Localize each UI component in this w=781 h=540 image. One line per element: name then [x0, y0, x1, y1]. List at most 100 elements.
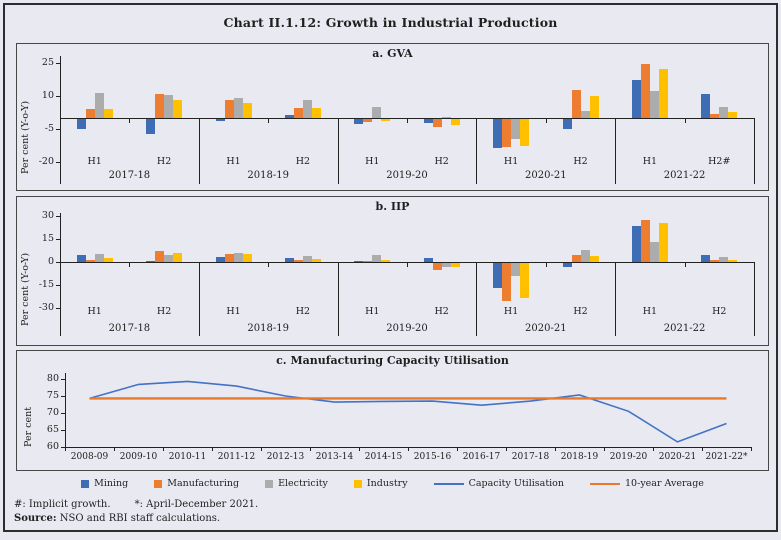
category-tick	[407, 118, 408, 123]
y-axis	[65, 373, 66, 448]
half-year-label: H1	[365, 306, 380, 317]
y-tick	[61, 413, 65, 414]
year-label: 2019-20	[386, 170, 428, 181]
legend-swatch-icon	[81, 479, 90, 488]
y-tick	[56, 129, 60, 131]
half-year-label: H2	[156, 306, 172, 317]
legend-item-electricity: Electricity	[265, 478, 328, 489]
half-year-label: H2	[434, 306, 449, 317]
category-tick	[604, 447, 605, 451]
bar-electricity	[580, 111, 590, 118]
bar-industry	[450, 263, 460, 267]
bar-electricity	[649, 241, 659, 262]
legend-item-manufacturing: Manufacturing	[154, 478, 239, 489]
y-tick-label: 10	[41, 89, 54, 101]
x-tick-label: 2009-10	[119, 452, 158, 462]
category-tick	[407, 262, 408, 267]
bar-manufacturing	[85, 108, 95, 118]
y-tick-label: -20	[38, 156, 54, 168]
panel-capacity-utilisation: c. Manufacturing Capacity Utilisation Per…	[16, 350, 769, 471]
category-tick	[408, 447, 409, 451]
legend: Mining Manufacturing Electricity Industry Ca…	[16, 478, 769, 489]
legend-line-icon	[590, 482, 621, 485]
bar-manufacturing	[640, 220, 650, 262]
bar-industry	[381, 259, 391, 262]
group-separator	[198, 262, 200, 336]
bar-mining	[562, 263, 572, 267]
bar-electricity	[233, 253, 243, 262]
bar-manufacturing	[710, 114, 720, 118]
half-year-label: H2	[573, 306, 588, 317]
bar-electricity	[511, 263, 521, 277]
group-separator	[476, 262, 478, 336]
x-tick-label: 2020-21	[658, 452, 697, 462]
x-tick-label: 2017-18	[511, 452, 550, 462]
bar-mining	[215, 119, 225, 122]
legend-swatch-icon	[353, 479, 362, 488]
year-label: 2019-20	[386, 323, 428, 334]
group-separator	[615, 118, 617, 184]
year-label: 2017-18	[108, 170, 151, 181]
panel-title: c. Manufacturing Capacity Utilisation	[276, 354, 509, 367]
category-tick	[268, 262, 270, 267]
half-year-label: H2	[573, 156, 588, 167]
category-tick	[268, 118, 270, 123]
bar-manufacturing	[224, 99, 234, 118]
bar-industry	[520, 263, 530, 298]
half-year-label: H2	[295, 156, 311, 167]
bar-industry	[520, 119, 530, 147]
y-axis	[60, 213, 61, 336]
capacity-utilisation-line	[89, 380, 727, 443]
bar-mining	[493, 119, 503, 148]
legend-item-10-year-average: 10-year Average	[590, 478, 704, 489]
bar-manufacturing	[293, 108, 303, 118]
bar-electricity	[372, 107, 382, 118]
category-tick	[702, 447, 703, 451]
category-tick	[457, 447, 458, 451]
half-year-label: H2#	[708, 156, 731, 167]
year-label: 2021-22	[663, 323, 706, 334]
x-tick-label: 2012-13	[266, 452, 305, 462]
y-tick	[61, 379, 65, 380]
y-axis	[60, 56, 61, 184]
bar-industry	[173, 99, 183, 118]
half-year-label: H1	[226, 156, 241, 167]
bar-mining	[354, 260, 364, 262]
bar-mining	[284, 114, 294, 118]
footnote-line: #: Implicit growth. *: April-December 202…	[14, 499, 258, 510]
outer-border	[3, 3, 778, 532]
y-tick-label: -30	[38, 301, 54, 313]
x-tick-label: 2011-12	[217, 452, 256, 462]
legend-label: Electricity	[278, 478, 328, 489]
legend-label: Industry	[366, 478, 408, 489]
bar-manufacturing	[571, 89, 581, 118]
y-tick	[61, 396, 65, 397]
bar-industry	[728, 259, 738, 262]
y-tick-label: -5	[44, 123, 54, 135]
bar-manufacturing	[363, 119, 373, 123]
bar-mining	[562, 119, 572, 129]
x-tick-label: 2010-11	[168, 452, 207, 462]
bar-mining	[701, 254, 711, 262]
bar-mining	[146, 119, 156, 134]
y-tick	[56, 307, 60, 309]
half-year-label: H1	[365, 156, 380, 167]
group-separator	[476, 118, 478, 184]
chart-title: Chart II.1.12: Growth in Industrial Prod…	[223, 15, 558, 30]
bar-electricity	[719, 257, 729, 262]
bar-mining	[701, 94, 711, 118]
source-line: Source: NSO and RBI staff calculations.	[14, 513, 220, 524]
bar-industry	[728, 111, 738, 118]
category-tick	[545, 118, 547, 123]
bar-industry	[311, 259, 321, 262]
year-label: 2017-18	[108, 323, 151, 334]
bar-industry	[450, 119, 460, 126]
y-tick	[56, 262, 60, 263]
y-tick	[56, 95, 60, 97]
bar-manufacturing	[710, 260, 720, 262]
y-tick-label: 15	[41, 233, 54, 245]
legend-label: Manufacturing	[167, 478, 240, 489]
category-tick	[129, 118, 131, 123]
bar-electricity	[164, 255, 174, 262]
